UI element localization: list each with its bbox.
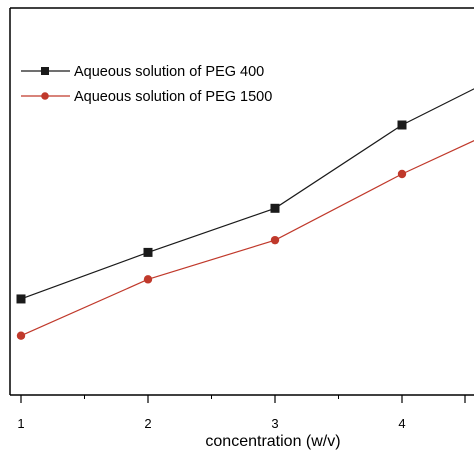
series-2-point-1 <box>16 331 26 340</box>
series-2-point-4 <box>397 169 407 179</box>
x-tick-label: 4 <box>398 416 405 431</box>
series-line-2 <box>20 140 474 337</box>
plot-frame <box>9 7 474 403</box>
series-2-point-2 <box>143 275 153 284</box>
series-1-point-2 <box>143 247 153 257</box>
x-tick-label: 2 <box>144 416 151 431</box>
x-axis: 1 2 3 4 concentration (w/v) <box>17 395 406 450</box>
plot-series <box>16 88 474 340</box>
legend-label-2: Aqueous solution of PEG 1500 <box>74 89 272 105</box>
x-tick-label: 3 <box>271 416 278 431</box>
x-tick-label: 1 <box>17 416 24 431</box>
legend-marker-circle <box>41 92 49 100</box>
series-2-point-3 <box>270 235 280 245</box>
series-1-point-4 <box>397 120 407 130</box>
series-1-point-3 <box>270 203 280 213</box>
x-axis-label: concentration (w/v) <box>205 433 340 450</box>
legend-label-1: Aqueous solution of PEG 400 <box>74 64 264 80</box>
legend-marker-square <box>41 67 49 75</box>
legend: Aqueous solution of PEG 400 Aqueous solut… <box>21 64 272 105</box>
series-1-point-1 <box>16 294 26 304</box>
